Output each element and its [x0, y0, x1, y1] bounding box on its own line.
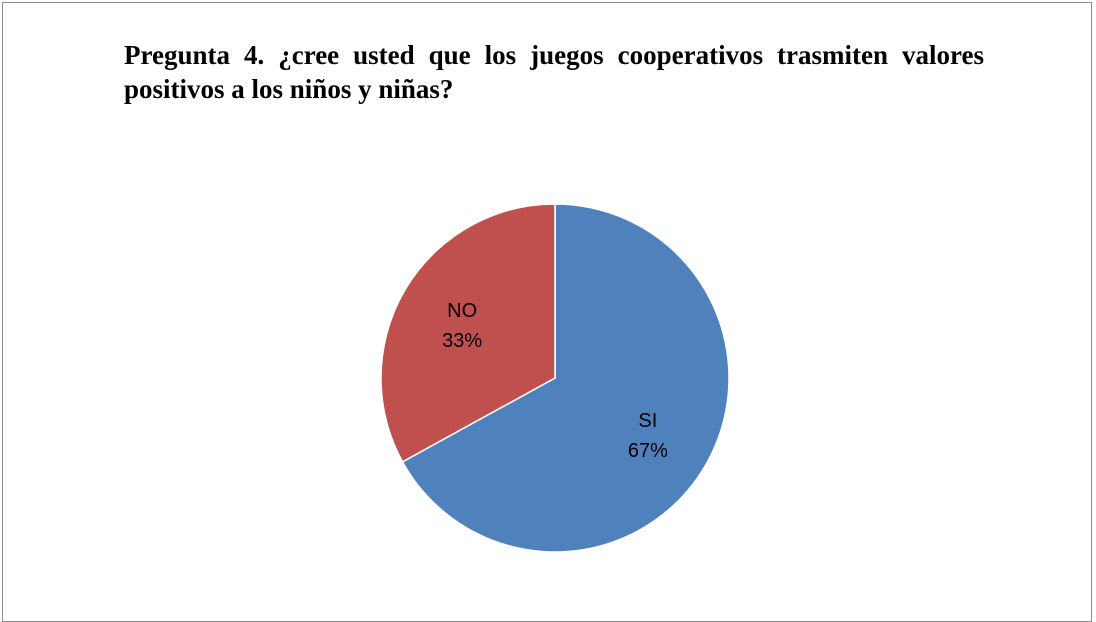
pie-slice-no — [380, 203, 556, 463]
slice-label-no: NO — [447, 300, 477, 322]
slice-labels: SI 67% NO 33% — [442, 300, 668, 462]
slice-percent-si: 67% — [628, 440, 668, 462]
pie-slice-si — [401, 203, 730, 553]
pie-slices — [380, 203, 730, 553]
pie-chart: SI 67% NO 33% — [380, 203, 730, 553]
slice-percent-no: 33% — [442, 330, 482, 352]
slice-label-si: SI — [638, 410, 657, 432]
chart-title: Pregunta 4. ¿cree usted que los juegos c… — [124, 40, 984, 104]
